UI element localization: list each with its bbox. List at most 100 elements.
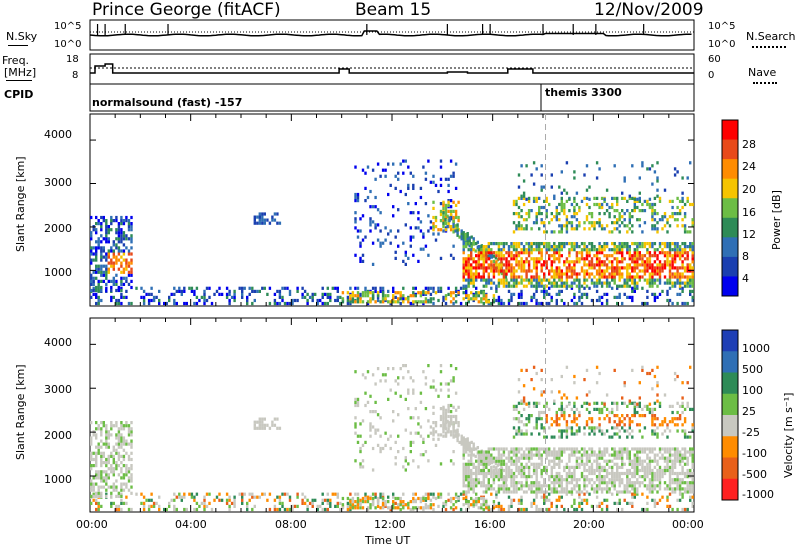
velocity-cell [271,423,274,427]
power-cell [621,266,624,270]
velocity-cell [565,447,569,451]
power-cell [651,281,654,285]
velocity-cell [611,478,614,482]
power-cell [105,270,108,274]
velocity-cell [678,417,682,421]
velocity-cell [110,451,113,455]
velocity-cell [641,447,644,451]
power-cell [462,269,465,273]
velocity-cell [671,468,674,473]
velocity-cell [678,490,682,494]
velocity-cell [512,435,516,439]
velocity-cell [588,478,591,482]
power-cell [125,246,128,250]
velocity-cell [439,495,443,499]
velocity-cell [442,405,445,409]
velocity-cell [374,428,377,432]
velocity-cell [115,479,118,483]
velocity-cell [399,507,402,512]
velocity-cell [495,468,498,473]
velocity-cell [468,444,471,448]
velocity-cell [608,417,611,421]
power-cbar-tick-24: 24 [742,160,756,173]
velocity-cell [442,504,445,508]
velocity-cell [376,428,380,432]
velocity-cell [90,479,93,483]
velocity-cell [553,484,556,488]
velocity-cell [462,484,465,488]
power-cell [525,218,528,222]
power-cell [497,272,501,276]
velocity-cell [651,484,654,488]
power-cell [626,224,629,228]
power-cell [603,292,606,296]
power-cell [238,286,241,290]
velocity-cell [117,436,121,440]
velocity-cell [628,462,631,466]
power-cell [686,275,689,279]
velocity-cell [374,382,377,386]
velocity-cell [573,478,576,482]
velocity-cell [641,414,644,418]
velocity-cell [117,507,121,512]
velocity-cell [618,475,621,479]
power-cell [613,215,616,219]
velocity-cell [608,459,611,463]
power-cell [646,278,649,282]
velocity-cell [568,447,571,451]
power-cell [112,264,115,268]
velocity-cell [532,365,536,369]
power-cell [107,270,110,274]
velocity-cell [565,435,569,439]
velocity-cell [520,429,523,433]
velocity-cell [666,487,669,491]
velocity-cell [621,459,624,463]
velocity-cell [683,456,687,460]
velocity-cell [558,450,561,454]
velocity-cell [475,478,478,482]
velocity-cell [442,411,445,415]
power-cell [558,218,561,222]
velocity-cell [683,447,687,451]
velocity-cell [538,432,541,436]
velocity-cell [432,385,435,389]
power-cell [540,173,543,177]
power-cell [588,251,591,255]
velocity-cell [326,501,329,505]
power-cell [117,252,121,256]
power-cell [246,301,249,306]
power-cell [608,254,611,258]
velocity-cell [465,447,468,451]
velocity-cell [233,495,236,499]
velocity-cell [412,379,415,383]
velocity-cell [676,456,679,460]
velocity-cell [429,385,433,389]
velocity-cell [424,503,428,507]
velocity-cell [105,464,108,468]
power-cell [633,269,636,273]
velocity-cell [553,465,556,469]
velocity-cell [120,470,123,474]
velocity-cell [548,507,551,512]
vel-cbar-tick-500: 500 [742,363,763,376]
power-cell [439,209,443,213]
power-cell [656,212,659,216]
power-cell [605,245,609,249]
velocity-cell [676,453,679,457]
power-cbar-tick-12: 12 [742,228,756,241]
velocity-cell [220,498,224,502]
velocity-cell [555,475,558,479]
velocity-cell [580,471,584,476]
power-cell [311,295,314,299]
power-cell [495,269,498,273]
velocity-cell [376,504,380,508]
power-cell [467,294,470,298]
power-cell [580,199,584,203]
power-cell [130,258,133,262]
velocity-cell [590,426,594,430]
velocity-cell [583,401,586,405]
velocity-cell [517,401,521,405]
power-cell [472,260,475,264]
velocity-cell [603,404,606,408]
power-cell [676,266,679,270]
